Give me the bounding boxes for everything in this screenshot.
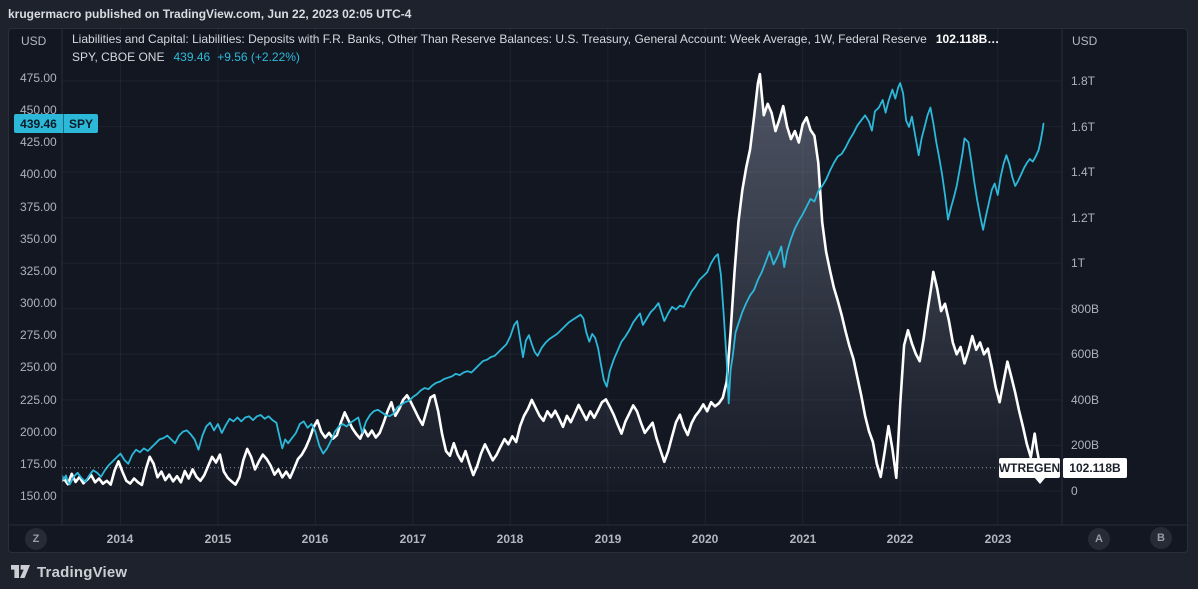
spy-badge-ticker: SPY [63, 114, 98, 133]
left-axis-tick: 375.00 [20, 200, 57, 214]
x-axis-tick: 2016 [301, 532, 329, 546]
x-axis-tick: 2017 [399, 532, 427, 546]
footer-bar: TradingView [0, 555, 1198, 589]
right-axis-tick: 800B [1071, 302, 1100, 316]
legend-row-spy[interactable]: SPY, CBOE ONE 439.46 +9.56 (+2.22%) [72, 50, 999, 68]
x-axis-tick: 2021 [789, 532, 817, 546]
left-axis-tick: 350.00 [20, 232, 57, 246]
left-axis-unit-label: USD [21, 34, 47, 48]
right-axis-tick: 1.2T [1071, 211, 1096, 225]
right-axis-tick: 1.4T [1071, 165, 1096, 179]
x-axis-tick: 2019 [594, 532, 622, 546]
legend-wtregen-value: 102.118B… [935, 32, 1000, 46]
left-axis-tick: 425.00 [20, 135, 57, 149]
legend-wtregen-title: Liabilities and Capital: Liabilities: De… [72, 32, 927, 46]
wtregen-price-label: 102.118B [1063, 458, 1127, 478]
left-axis-tick: 250.00 [20, 360, 57, 374]
left-axis-tick: 275.00 [20, 328, 57, 342]
legend-spy-value: 439.46 [173, 50, 211, 64]
brand-text[interactable]: TradingView [37, 563, 128, 581]
x-axis-tick: 2018 [496, 532, 524, 546]
legend-row-wtregen[interactable]: Liabilities and Capital: Liabilities: De… [72, 32, 999, 50]
left-axis-tick: 475.00 [20, 71, 57, 85]
left-axis-tick: 300.00 [20, 296, 57, 310]
wtregen-ticker-label: WTREGEN [999, 458, 1060, 478]
legend-spy-change: +9.56 (+2.22%) [217, 50, 300, 64]
zoom-out-button[interactable]: Z [25, 528, 47, 550]
x-axis-tick: 2014 [106, 532, 134, 546]
spy-badge-price: 439.46 [20, 116, 57, 131]
x-axis-tick: 2020 [691, 532, 719, 546]
right-axis-tick: 1T [1071, 256, 1086, 270]
left-axis-tick: 225.00 [20, 393, 57, 407]
wtregen-label-pointer [1034, 477, 1046, 484]
right-axis-tick: 0 [1071, 484, 1078, 498]
x-axis-tick: 2022 [886, 532, 914, 546]
publish-header: krugermacro published on TradingView.com… [8, 7, 412, 21]
button-b[interactable]: B [1150, 527, 1172, 549]
right-axis-tick: 200B [1071, 438, 1100, 452]
right-axis-tick: 600B [1071, 347, 1100, 361]
left-axis-tick: 150.00 [20, 489, 57, 503]
right-axis-tick: 400B [1071, 393, 1100, 407]
spy-price-badge: 439.46 SPY [14, 114, 98, 133]
x-axis-tick: 2023 [984, 532, 1012, 546]
left-axis-tick: 450.00 [20, 103, 57, 117]
legend-spy-title: SPY, CBOE ONE [72, 50, 165, 64]
left-axis-tick: 200.00 [20, 425, 57, 439]
right-axis-tick: 1.6T [1071, 120, 1096, 134]
right-axis-unit-label: USD [1072, 34, 1098, 48]
left-axis-tick: 175.00 [20, 457, 57, 471]
chart-legend: Liabilities and Capital: Liabilities: De… [72, 32, 999, 68]
left-axis-tick: 400.00 [20, 167, 57, 181]
tradingview-logo-icon[interactable] [11, 565, 30, 579]
x-axis-tick: 2015 [204, 532, 232, 546]
left-axis-tick: 325.00 [20, 264, 57, 278]
button-a[interactable]: A [1088, 528, 1110, 550]
right-axis-tick: 1.8T [1071, 74, 1096, 88]
